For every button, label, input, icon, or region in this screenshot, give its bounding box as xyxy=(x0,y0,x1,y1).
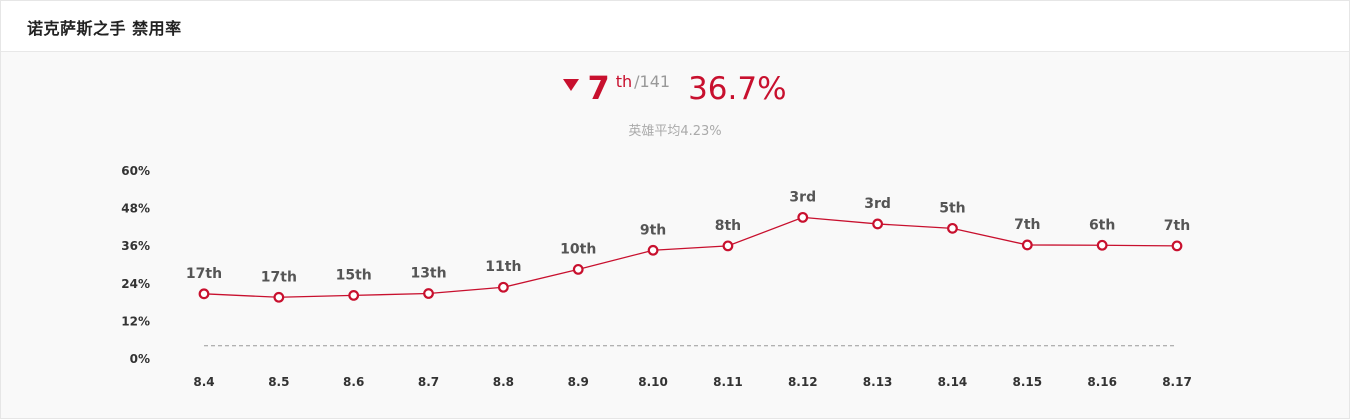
data-point xyxy=(1096,239,1108,251)
data-label: 3rd xyxy=(789,189,816,205)
data-point xyxy=(722,240,734,252)
data-point xyxy=(1021,239,1033,251)
data-label: 17th xyxy=(186,266,222,282)
data-label: 3rd xyxy=(864,196,891,212)
x-tick-label: 8.7 xyxy=(418,375,439,389)
data-point xyxy=(348,289,360,301)
x-tick-label: 8.17 xyxy=(1162,375,1192,389)
ban-rate-value: 36.7% xyxy=(688,71,787,107)
y-tick-label: 24% xyxy=(121,277,150,291)
data-point xyxy=(198,288,210,300)
y-tick-label: 12% xyxy=(121,314,150,328)
data-point xyxy=(797,211,809,223)
data-point xyxy=(273,291,285,303)
data-point xyxy=(872,218,884,230)
x-tick-label: 8.14 xyxy=(938,375,968,389)
x-tick-label: 8.11 xyxy=(713,375,743,389)
x-tick-label: 8.13 xyxy=(863,375,893,389)
data-point xyxy=(497,281,509,293)
average-ban-rate: 英雄平均4.23% xyxy=(628,124,722,139)
data-label: 5th xyxy=(939,200,965,216)
data-label: 7th xyxy=(1014,217,1040,233)
data-point xyxy=(947,222,958,234)
panel-header: 诺克萨斯之手 禁用率 xyxy=(1,1,1349,52)
data-point xyxy=(423,288,434,299)
y-tick-label: 36% xyxy=(121,239,150,253)
data-label: 17th xyxy=(261,269,297,285)
x-tick-label: 8.5 xyxy=(268,375,289,389)
x-tick-label: 8.8 xyxy=(493,375,514,389)
data-label: 11th xyxy=(485,259,521,275)
series-line xyxy=(203,216,1178,298)
triangle-down-icon xyxy=(563,79,580,91)
data-label: 10th xyxy=(560,241,596,257)
x-tick-label: 8.16 xyxy=(1087,375,1117,389)
rank-total: /141 xyxy=(634,72,671,91)
x-tick-label: 8.10 xyxy=(638,375,668,389)
data-point xyxy=(647,244,659,256)
rank-suffix: th xyxy=(615,72,633,91)
data-label: 9th xyxy=(640,222,666,238)
panel-title: 诺克萨斯之手 禁用率 xyxy=(27,19,182,38)
rank-summary: 7 th/141 36.7% xyxy=(1,69,1349,113)
x-tick-label: 8.6 xyxy=(343,375,364,389)
rank-number: 7 xyxy=(587,69,610,107)
data-label: 15th xyxy=(336,267,372,283)
x-tick-label: 8.9 xyxy=(568,375,589,389)
data-label: 13th xyxy=(410,266,446,282)
y-tick-label: 48% xyxy=(121,202,150,216)
data-point xyxy=(1171,240,1183,252)
x-tick-label: 8.15 xyxy=(1013,375,1043,389)
data-label: 6th xyxy=(1089,217,1115,233)
y-tick-label: 0% xyxy=(130,352,150,366)
data-label: 7th xyxy=(1164,218,1190,234)
data-point xyxy=(572,263,584,275)
x-tick-label: 8.12 xyxy=(788,375,818,389)
y-tick-label: 60% xyxy=(121,164,150,178)
data-label: 8th xyxy=(715,218,741,234)
x-tick-label: 8.4 xyxy=(193,375,214,389)
